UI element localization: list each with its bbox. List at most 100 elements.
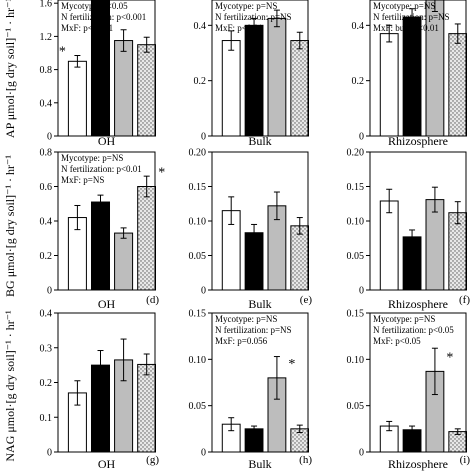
ytick-label-ap-bulk: 0 bbox=[201, 132, 206, 143]
axes-frame bbox=[369, 312, 467, 453]
ytick-label-bg-oh: 0.2 bbox=[40, 251, 53, 262]
plot-area-bg-oh bbox=[67, 175, 156, 291]
bar-black bbox=[402, 236, 422, 291]
panel-nag-bulk: 0 0.05 0.10 0.15 * Mycotype: p=NSN fertilizat… bbox=[189, 309, 313, 472]
ytick-label-bg-bulk: 0.10 bbox=[189, 217, 207, 228]
bar-dotted bbox=[448, 212, 467, 291]
axes-frame bbox=[369, 151, 467, 291]
plot-area-ap-rhizosphere bbox=[379, 0, 467, 137]
panel-letter: (h) bbox=[299, 454, 312, 466]
xlabel-bg-bulk: Bulk bbox=[248, 297, 271, 311]
xlabel-nag-oh: OH bbox=[98, 457, 116, 471]
ytick-label-bg-bulk: 0 bbox=[201, 286, 206, 297]
bar-gray bbox=[114, 40, 134, 137]
panel-bg-oh: 0 0.2 0.4 0.6 0.8 * Mycotype: p=NSN fertilizat… bbox=[40, 148, 166, 312]
ytick-label-ap-oh: 0.8 bbox=[40, 65, 53, 76]
bar-dotted bbox=[290, 225, 309, 291]
ytick-label-bg-rhizosphere: 0.15 bbox=[347, 182, 365, 193]
panel-letter: (d) bbox=[146, 294, 159, 306]
ylabel-nag: NAG μmol·[g dry soil]⁻¹ · hr⁻¹ bbox=[3, 310, 17, 462]
ytick-label-nag-oh: 0.4 bbox=[40, 309, 53, 320]
ytick-label-bg-oh: 0 bbox=[47, 286, 52, 297]
bar-gray bbox=[425, 199, 445, 291]
bar-black bbox=[90, 201, 111, 291]
ytick-label-nag-oh: 0.3 bbox=[40, 343, 53, 354]
bar-dotted bbox=[290, 40, 309, 137]
panel-nag-rhizosphere: 0 0.05 0.10 0.15 * Mycotype: p=NSN fertilizat… bbox=[347, 309, 471, 472]
ytick-label-bg-bulk: 0.15 bbox=[189, 182, 207, 193]
bar-white bbox=[67, 60, 87, 137]
ytick-label-nag-bulk: 0.10 bbox=[189, 355, 207, 366]
axes-frame bbox=[57, 0, 156, 137]
ytick-label-ap-oh: 1.2 bbox=[40, 32, 53, 43]
bar-white bbox=[379, 33, 399, 137]
ytick-label-nag-oh: 0.1 bbox=[40, 413, 53, 424]
xlabel-bg-rhizosphere: Rhizosphere bbox=[388, 297, 448, 311]
stats-line: MxF: p<0.01 bbox=[215, 23, 263, 33]
panel-ap-oh: 0 0.4 0.8 1.2 1.6 * Mycotype: p<0.05N fertiliz… bbox=[40, 0, 156, 148]
stats-line: Mycotype: p=NS bbox=[215, 1, 277, 11]
ytick-label-ap-oh: 0.4 bbox=[40, 98, 53, 109]
stats-line: Mycotype: p=NS bbox=[373, 314, 435, 324]
xlabel-ap-rhizosphere: Rhizosphere bbox=[388, 134, 448, 148]
ytick-label-bg-rhizosphere: 0.10 bbox=[347, 217, 365, 228]
significance-star: * bbox=[158, 166, 165, 181]
bar-dotted bbox=[137, 363, 156, 453]
stats-line: N fertilization: p=NS bbox=[373, 12, 450, 22]
ytick-label-bg-bulk: 0.05 bbox=[189, 251, 207, 262]
ytick-label-ap-oh: 0 bbox=[47, 132, 52, 143]
bar-black bbox=[244, 24, 264, 137]
bar-dotted bbox=[448, 33, 467, 137]
stats-line: MxF: p=0.056 bbox=[215, 336, 268, 346]
axes-frame bbox=[211, 312, 309, 453]
stats-line: MxF: p<0.001 bbox=[61, 23, 113, 33]
panel-nag-oh: 0 0.1 0.2 0.3 0.4 (g) OH bbox=[40, 309, 160, 472]
panel-letter: (f) bbox=[459, 294, 470, 306]
bar-white bbox=[221, 40, 241, 137]
ytick-label-bg-oh: 0.8 bbox=[40, 148, 53, 159]
ytick-label-bg-rhizosphere: 0.05 bbox=[347, 251, 365, 262]
stats-line: N fertilization: p<0.05 bbox=[373, 325, 454, 335]
plot-area-bg-rhizosphere bbox=[379, 186, 467, 291]
significance-star: * bbox=[446, 350, 453, 365]
xlabel-nag-bulk: Bulk bbox=[248, 457, 271, 471]
stats-line: N fertilization: p=NS bbox=[215, 325, 292, 335]
stats-line: Mycotype: p=NS bbox=[61, 153, 123, 163]
xlabel-bg-oh: OH bbox=[98, 297, 116, 311]
bar-dotted bbox=[137, 186, 156, 291]
stats-line: Mycotype: p=NS bbox=[373, 1, 435, 11]
ytick-label-ap-rhizosphere: 0.2 bbox=[352, 76, 365, 87]
panel-ap-rhizosphere: 00.20.4*Mycotype: p=NSN fertilization: p… bbox=[352, 0, 467, 148]
ytick-label-nag-bulk: 0.05 bbox=[189, 401, 207, 412]
ylabel-bg: BG μmol·[g dry soil]⁻¹ · hr⁻¹ bbox=[3, 155, 17, 297]
bar-dotted bbox=[137, 44, 156, 137]
axes-frame bbox=[211, 151, 309, 291]
ytick-label-nag-rhizosphere: 0.10 bbox=[347, 355, 365, 366]
bar-gray bbox=[267, 17, 287, 137]
ytick-label-bg-rhizosphere: 0 bbox=[359, 286, 364, 297]
ytick-label-nag-oh: 0 bbox=[47, 448, 52, 459]
ytick-label-bg-oh: 0.6 bbox=[40, 182, 53, 193]
bar-white bbox=[379, 200, 399, 291]
panel-ap-bulk: 0 0.2 0.4 Mycotype: p=NSN fertilization: p=… bbox=[194, 0, 309, 148]
stats-line: N fertilization: p=NS bbox=[215, 12, 292, 22]
panel-bg-bulk: 0 0.05 0.10 0.15 0.20 (e) Bulk bbox=[189, 148, 313, 312]
axes-frame bbox=[369, 0, 467, 137]
ylabel-ap: AP μmol·[g dry soil]⁻¹ · hr⁻¹ bbox=[3, 0, 17, 138]
stats-line: N fertilization: p<0.01 bbox=[61, 164, 142, 174]
significance-star: * bbox=[288, 357, 295, 372]
stats-line: Mycotype: p=NS bbox=[215, 314, 277, 324]
stats-line: N fertilization: p<0.001 bbox=[61, 12, 146, 22]
ytick-label-bg-bulk: 0.20 bbox=[189, 148, 207, 159]
axes-frame bbox=[57, 312, 156, 453]
ytick-label-ap-rhizosphere: 0 bbox=[359, 132, 364, 143]
ytick-label-nag-rhizosphere: 0 bbox=[359, 448, 364, 459]
ytick-label-ap-bulk: 0.4 bbox=[194, 21, 207, 32]
ytick-label-nag-bulk: 0.15 bbox=[189, 309, 207, 320]
ytick-label-nag-bulk: 0 bbox=[201, 448, 206, 459]
plot-area-nag-bulk bbox=[221, 356, 309, 453]
ytick-label-bg-rhizosphere: 0.20 bbox=[347, 148, 365, 159]
stats-line: Mycotype: p<0.05 bbox=[61, 1, 128, 11]
ytick-label-nag-oh: 0.2 bbox=[40, 378, 53, 389]
